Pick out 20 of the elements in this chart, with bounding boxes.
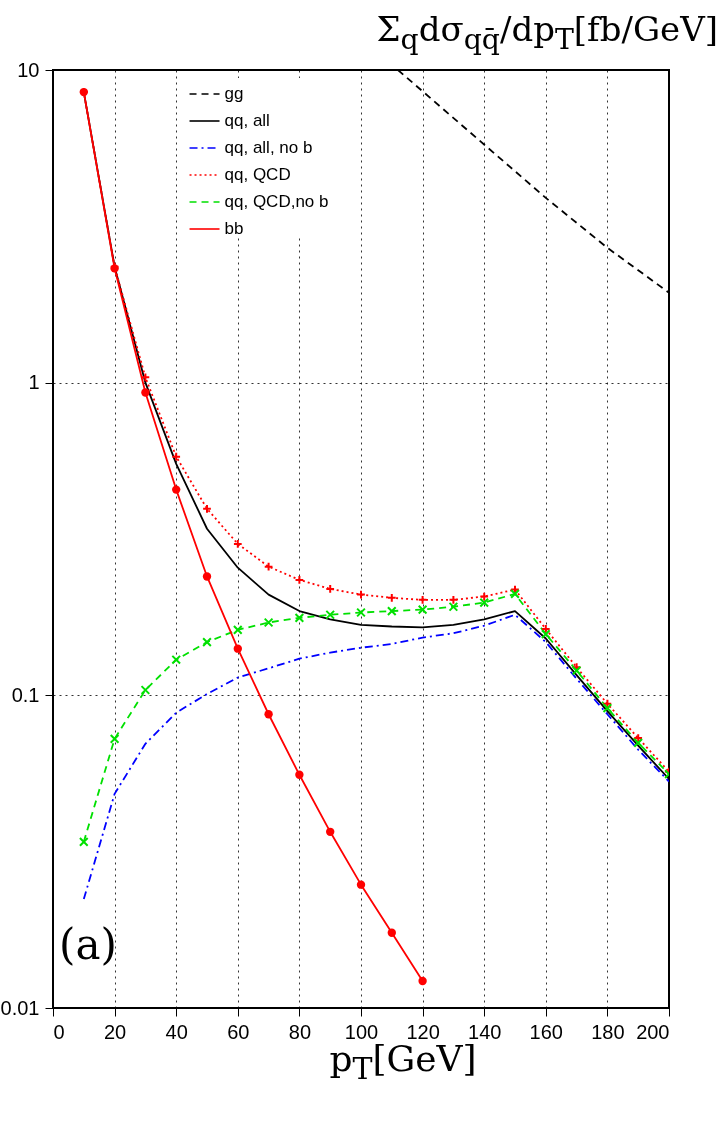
y-tick-label: 0.01	[0, 996, 40, 1019]
y-tick-label: 1	[28, 371, 40, 394]
y-tick-label: 10	[17, 58, 40, 81]
y-tick-label: 0.1	[11, 683, 40, 706]
legend-label: bb	[224, 219, 244, 238]
x-tick-label: 60	[227, 1020, 250, 1043]
x-tick-label: 160	[529, 1020, 563, 1043]
x-tick-label: 180	[591, 1020, 625, 1043]
x-tick-label: 20	[103, 1020, 127, 1043]
x-tick-label: 40	[165, 1020, 188, 1043]
legend-label: qq, QCD	[224, 165, 291, 184]
legend-label: gg	[224, 84, 244, 103]
legend-label: qq, all	[224, 111, 270, 130]
x-tick-label: 80	[288, 1020, 312, 1043]
legend-label: qq, all, no b	[224, 138, 313, 157]
x-tick-label: 200	[636, 1020, 670, 1043]
legend-label: qq, QCD,no b	[224, 192, 329, 211]
annotation: (a)	[59, 920, 117, 969]
x-tick-label: 0	[53, 1020, 65, 1043]
chart-title: Σ$_{q}$dσ$_{qq̄}$/dp$_{T}$[fb/GeV]	[375, 8, 719, 58]
